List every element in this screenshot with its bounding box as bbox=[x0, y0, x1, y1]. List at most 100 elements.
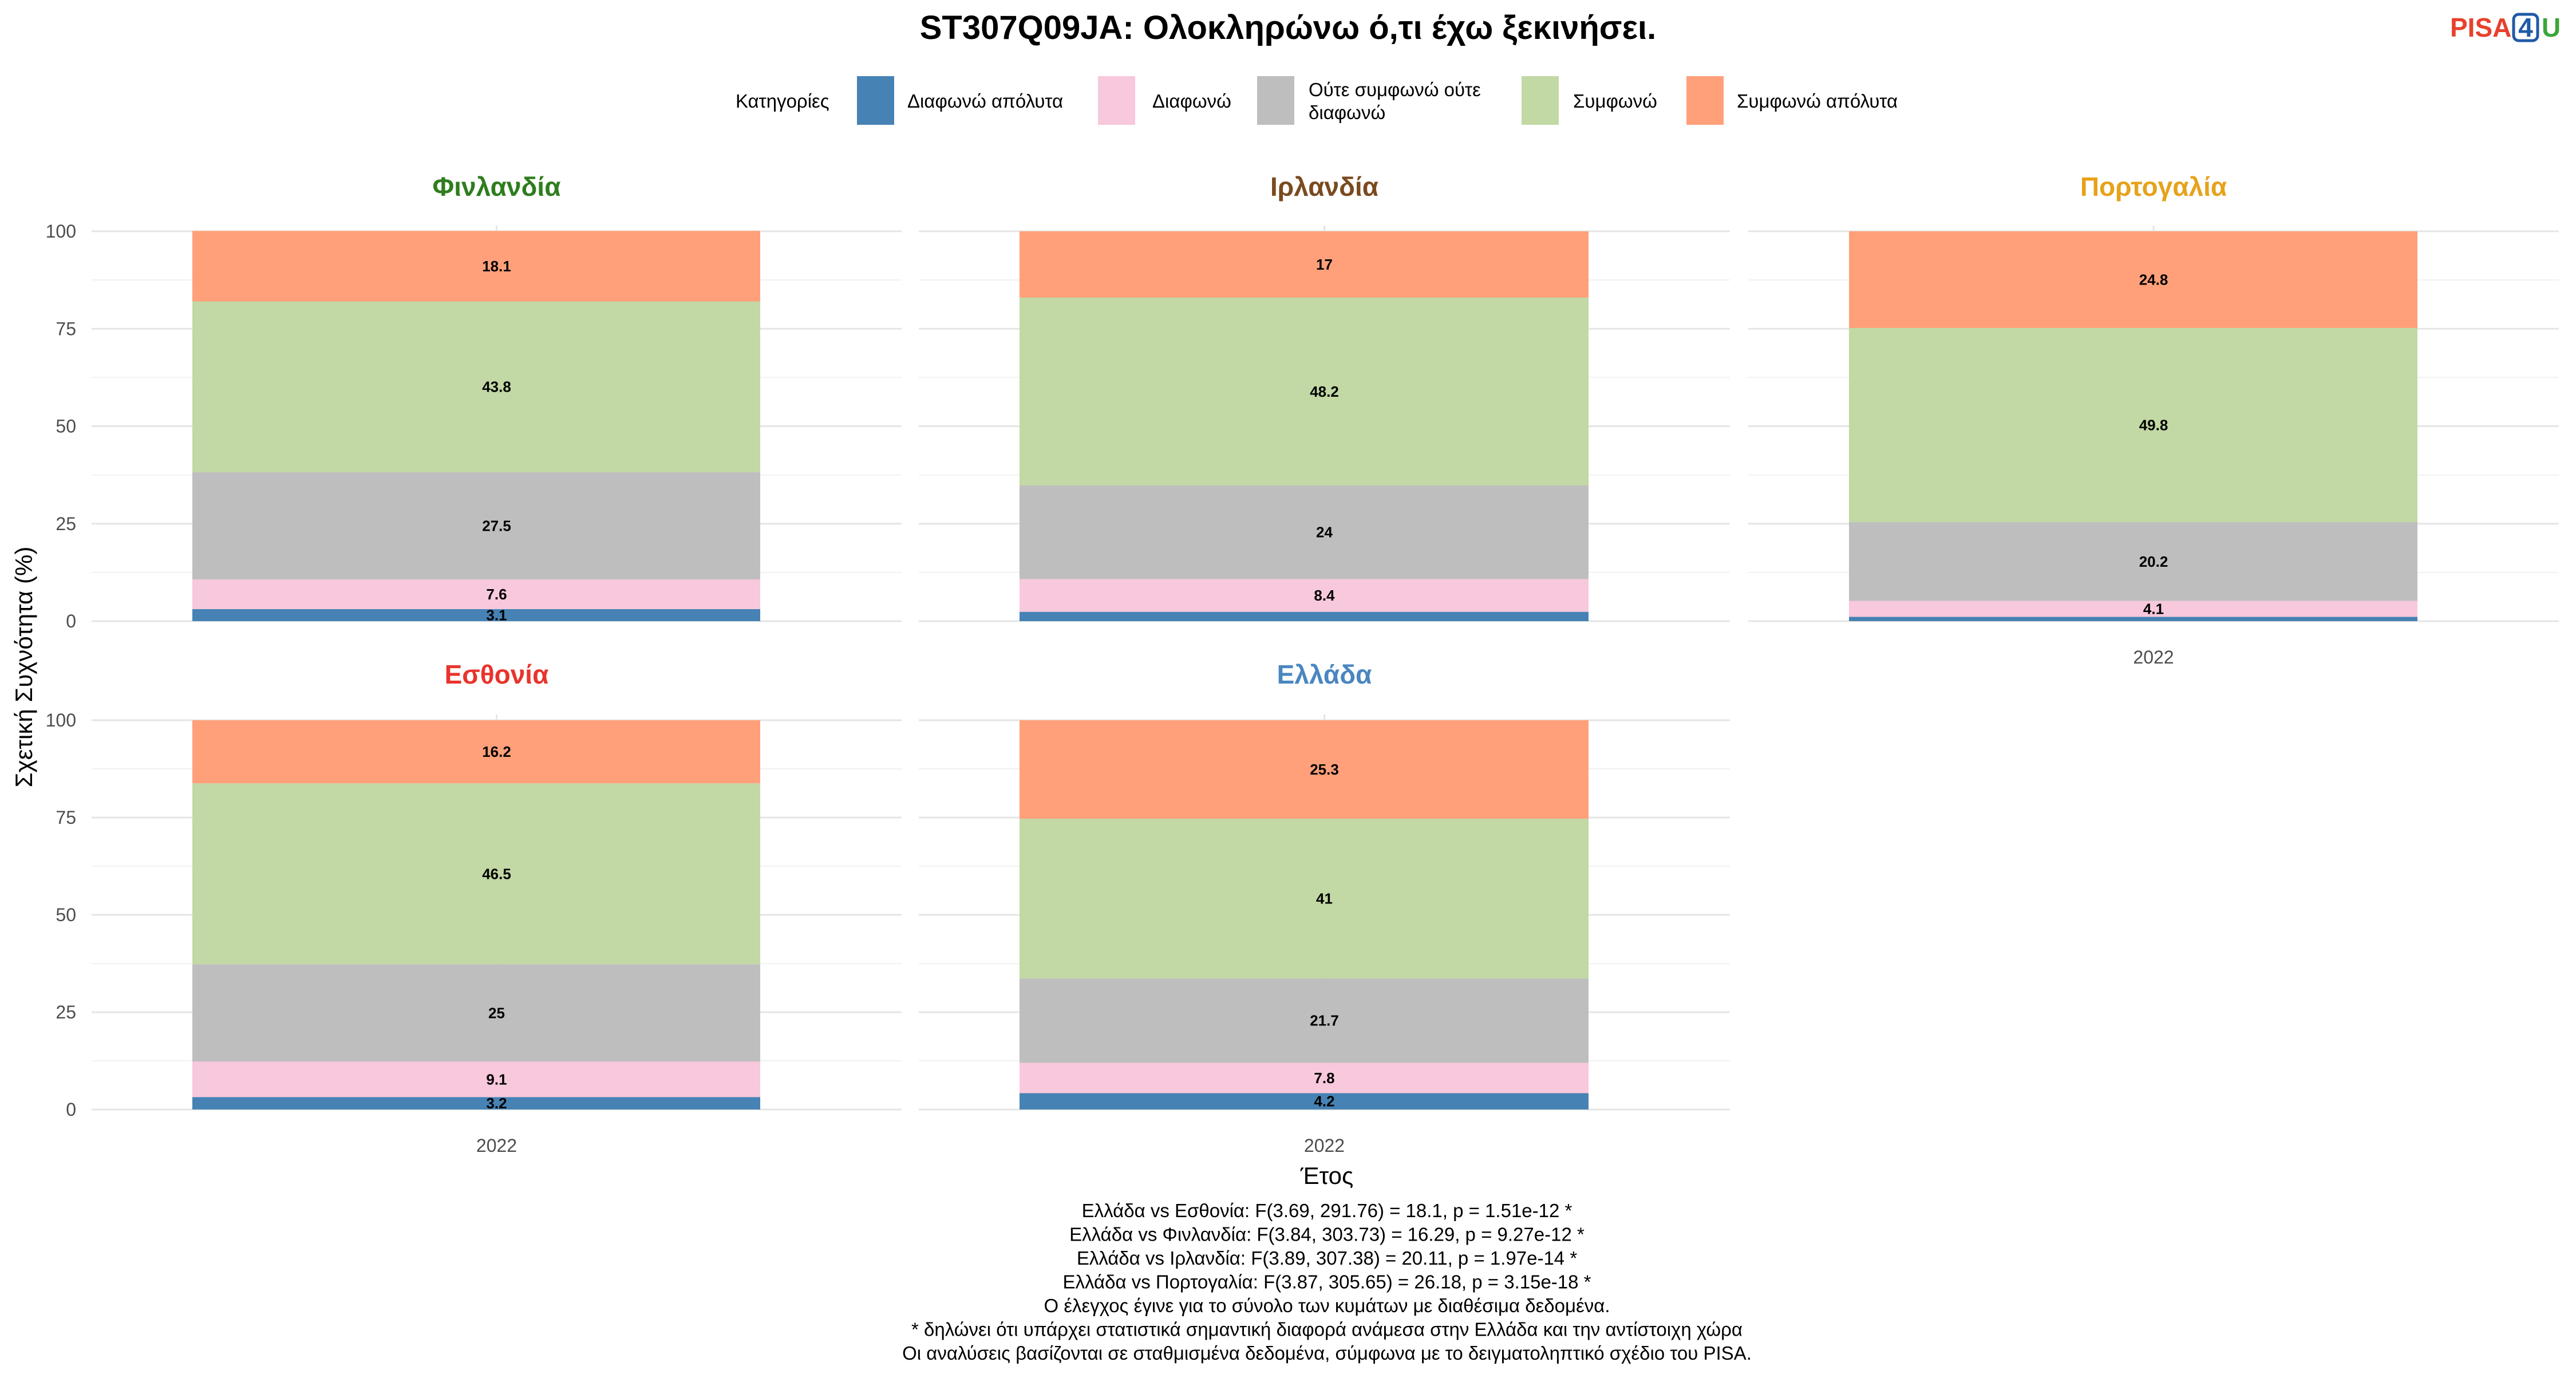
bar-segment bbox=[1020, 1093, 1589, 1110]
bar-segment bbox=[1849, 327, 2417, 523]
bar-value-label: 46.5 bbox=[482, 865, 511, 882]
bar-value-label: 8.4 bbox=[1314, 587, 1335, 604]
bar-value-label: 21.7 bbox=[1310, 1012, 1339, 1029]
bar-value-label: 7.8 bbox=[1314, 1069, 1334, 1087]
y-tick-label: 100 bbox=[46, 710, 76, 731]
bar-segment bbox=[1020, 485, 1589, 579]
legend-title: Κατηγορίες bbox=[736, 90, 829, 112]
footnote-line: Ελλάδα vs Πορτογαλία: F(3.87, 305.65) = … bbox=[1062, 1272, 1591, 1293]
legend-key-neutral bbox=[1257, 76, 1294, 125]
panel-title: Πορτογαλία bbox=[2080, 172, 2227, 202]
bar-segment bbox=[1020, 231, 1589, 298]
facet-panel: 0 25 50 75 100 Εσθονία 3.2 9.1 25 46.5 16.2 2022 bbox=[46, 660, 902, 1156]
bar-value-label: 3.2 bbox=[486, 1095, 507, 1112]
facet-panel: Ιρλανδία 8.4 24 48.2 17 bbox=[919, 172, 1730, 622]
footnote-line: Ελλάδα vs Φινλανδία: F(3.84, 303.73) = 1… bbox=[1069, 1224, 1585, 1245]
bar-value-label: 25.3 bbox=[1310, 761, 1339, 778]
bar-value-label: 49.8 bbox=[2139, 416, 2168, 433]
y-axis-title: Σχετική Συχνότητα (%) bbox=[10, 547, 37, 788]
facet-panel: 0 25 50 75 100 Φινλανδία 3.1 7.6 27.5 43.8 18.1 bbox=[46, 172, 902, 631]
panel-title: Φινλανδία bbox=[433, 172, 561, 202]
legend-label-agree: Συμφωνώ bbox=[1573, 90, 1657, 112]
bar-segment bbox=[1849, 601, 2417, 617]
legend: Κατηγορίες Διαφωνώ απόλυτα Διαφωνώ Ούτε … bbox=[736, 76, 1898, 125]
bar-value-label: 18.1 bbox=[482, 258, 511, 275]
legend-label-strongly-disagree: Διαφωνώ απόλυτα bbox=[907, 90, 1063, 112]
x-tick-label: 2022 bbox=[476, 1135, 517, 1156]
y-tick-label: 75 bbox=[56, 807, 76, 828]
legend-key-disagree bbox=[1098, 76, 1135, 125]
x-axis-title: Έτος bbox=[1300, 1162, 1354, 1189]
bar-value-label: 25 bbox=[488, 1004, 505, 1021]
bar-segment bbox=[192, 964, 760, 1062]
bar-value-label: 4.1 bbox=[2143, 601, 2164, 618]
bar-segment bbox=[192, 301, 760, 472]
bar-value-label: 17 bbox=[1316, 256, 1333, 273]
bar-segment bbox=[192, 1097, 760, 1110]
logo-text-4: 4 bbox=[2518, 13, 2533, 42]
panel-title: Ελλάδα bbox=[1277, 660, 1372, 689]
bar-segment bbox=[192, 231, 760, 302]
legend-key-strongly-disagree bbox=[857, 76, 894, 125]
panel-title: Ιρλανδία bbox=[1270, 172, 1378, 202]
y-tick-label: 50 bbox=[56, 416, 76, 437]
facet-panel: Ελλάδα 4.2 7.8 21.7 41 25.3 2022 bbox=[919, 660, 1730, 1156]
y-tick-label: 75 bbox=[56, 318, 76, 339]
bar-value-label: 27.5 bbox=[482, 517, 511, 534]
legend-label-neutral-line1: Ούτε συμφωνώ ούτε bbox=[1309, 79, 1481, 100]
y-tick-label: 0 bbox=[66, 1099, 76, 1120]
facet-panel: Πορτογαλία 4.1 20.2 49.8 24.8 2022 bbox=[1748, 172, 2559, 668]
footnote-line: Οι αναλύσεις βασίζονται σε σταθμισμένα δ… bbox=[902, 1343, 1752, 1364]
bar-value-label: 3.1 bbox=[486, 606, 507, 623]
bar-value-label: 24 bbox=[1316, 524, 1333, 541]
facet-panels: 0 25 50 75 100 Φινλανδία 3.1 7.6 27.5 43.8 18.1 Ιρλ… bbox=[46, 172, 2559, 1156]
bar-segment bbox=[192, 609, 760, 621]
chart-title: ST307Q09JA: Ολοκληρώνω ό,τι έχω ξεκινήσε… bbox=[920, 9, 1656, 46]
bar-value-label: 41 bbox=[1316, 890, 1333, 907]
footnote-line: * δηλώνει ότι υπάρχει στατιστικά σημαντι… bbox=[911, 1319, 1743, 1340]
legend-key-strongly-agree bbox=[1686, 76, 1724, 125]
bar-value-label: 20.2 bbox=[2139, 553, 2168, 570]
logo-text-u: U bbox=[2542, 13, 2561, 42]
bar-value-label: 9.1 bbox=[486, 1071, 507, 1088]
bar-segment bbox=[192, 1061, 760, 1097]
bar-segment bbox=[192, 579, 760, 609]
bar-value-label: 16.2 bbox=[482, 743, 511, 760]
bar-value-label: 24.8 bbox=[2139, 271, 2168, 288]
y-tick-label: 100 bbox=[46, 221, 76, 242]
y-tick-label: 0 bbox=[66, 611, 76, 631]
y-tick-label: 25 bbox=[56, 514, 76, 534]
legend-label-strongly-agree: Συμφωνώ απόλυτα bbox=[1737, 90, 1898, 112]
logo-text-pisa: PISA bbox=[2450, 13, 2511, 42]
legend-label-neutral-line2: διαφωνώ bbox=[1309, 102, 1385, 123]
bar-segment bbox=[1020, 819, 1589, 978]
footnote-line: Ελλάδα vs Ιρλανδία: F(3.89, 307.38) = 20… bbox=[1077, 1247, 1577, 1269]
footnote-line: Ο έλεγχος έγινε για το σύνολο των κυμάτω… bbox=[1044, 1295, 1610, 1316]
legend-key-agree bbox=[1522, 76, 1559, 125]
bar-segment bbox=[1849, 522, 2417, 601]
bar-segment bbox=[192, 783, 760, 965]
footnotes: Ελλάδα vs Εσθονία: F(3.69, 291.76) = 18.… bbox=[902, 1200, 1752, 1364]
bar-segment bbox=[1020, 978, 1589, 1063]
y-tick-label: 25 bbox=[56, 1002, 76, 1022]
pisa4u-logo: PISA 4 U bbox=[2450, 13, 2561, 42]
x-tick-label: 2022 bbox=[1304, 1135, 1345, 1156]
bar-segment bbox=[1020, 720, 1589, 819]
bar-segment bbox=[1849, 617, 2417, 621]
legend-label-disagree: Διαφωνώ bbox=[1152, 90, 1231, 112]
bar-segment bbox=[1020, 297, 1589, 486]
bar-value-label: 4.2 bbox=[1314, 1093, 1334, 1110]
footnote-line: Ελλάδα vs Εσθονία: F(3.69, 291.76) = 18.… bbox=[1082, 1200, 1573, 1221]
bar-segment bbox=[192, 472, 760, 580]
panel-title: Εσθονία bbox=[445, 660, 549, 689]
x-tick-label: 2022 bbox=[2133, 647, 2174, 668]
bar-value-label: 43.8 bbox=[482, 378, 511, 396]
y-tick-label: 50 bbox=[56, 905, 76, 925]
bar-segment bbox=[1849, 231, 2417, 328]
logo-box bbox=[2512, 13, 2539, 42]
bar-segment bbox=[1020, 579, 1589, 612]
bar-segment bbox=[1020, 1063, 1589, 1093]
bar-value-label: 7.6 bbox=[486, 586, 507, 603]
bar-segment bbox=[192, 720, 760, 784]
